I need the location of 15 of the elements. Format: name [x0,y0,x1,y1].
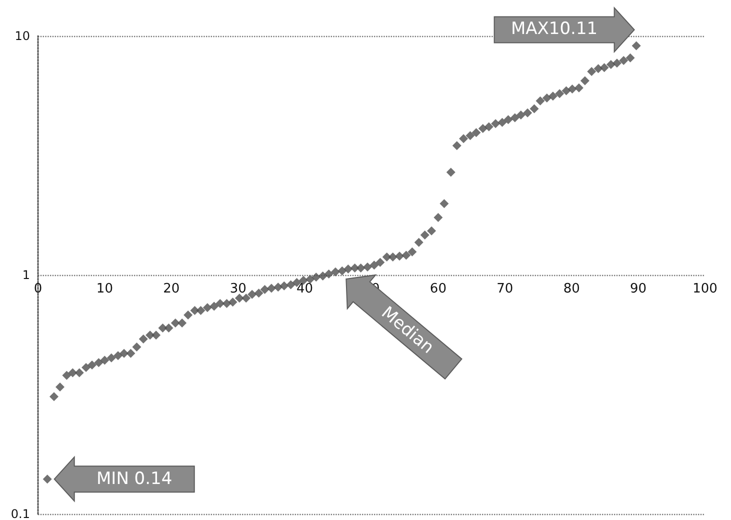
y-tick-label: 10 [14,29,30,43]
x-tick-label: 40 [296,282,314,296]
y-tick-label: 0.1 [10,507,30,520]
x-tick-label: 30 [230,282,246,296]
x-tick-label: 60 [430,282,446,296]
annotation: MIN 0.14 [96,469,172,490]
x-tick-label: 10 [96,282,113,296]
x-tick-label: 0 [34,282,42,296]
x-tick-label: 80 [563,282,580,296]
x-tick-label: 90 [630,282,647,296]
x-tick-label: 70 [496,282,514,296]
y-tick-label: 1 [22,268,30,282]
annotation: MAX10.11 [510,18,598,39]
x-tick-label: 20 [163,282,180,296]
x-tick-label: 100 [692,282,718,296]
